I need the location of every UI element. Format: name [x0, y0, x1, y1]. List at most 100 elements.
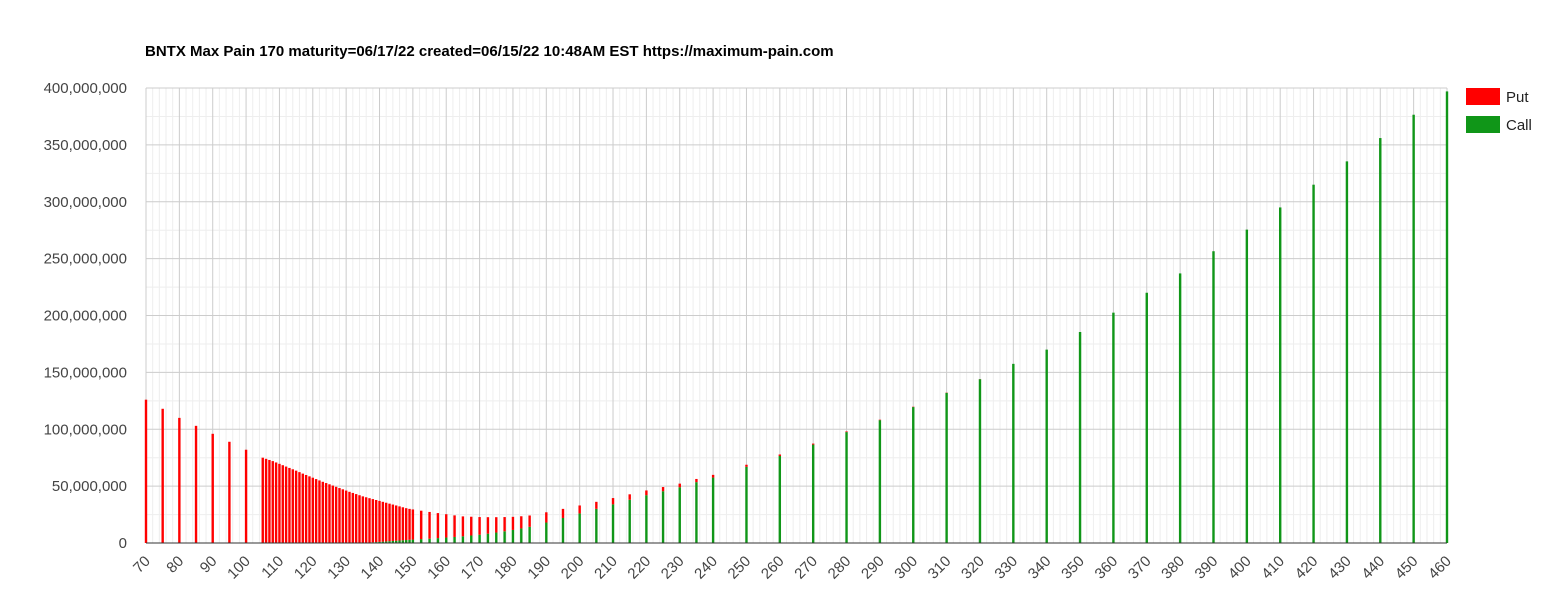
- put-bar: [495, 517, 498, 533]
- put-bar: [244, 449, 248, 543]
- put-bar: [314, 479, 318, 543]
- call-bar: [520, 528, 523, 543]
- x-tick-label: 240: [691, 553, 721, 583]
- put-bar: [284, 466, 288, 543]
- call-bar: [1345, 161, 1349, 543]
- y-tick-label: 0: [119, 535, 127, 552]
- y-tick-label: 400,000,000: [44, 80, 127, 97]
- major-gridlines: [145, 87, 1448, 544]
- put-bar: [341, 489, 345, 543]
- call-bar: [398, 540, 401, 543]
- put-bar: [344, 490, 348, 543]
- call-bar: [645, 495, 648, 543]
- y-tick-label: 350,000,000: [44, 137, 127, 154]
- call-bar: [1212, 251, 1215, 543]
- call-bar: [411, 539, 415, 543]
- call-bar: [978, 379, 982, 543]
- put-bar: [348, 491, 351, 543]
- put-bar: [445, 514, 448, 538]
- call-bar: [1145, 292, 1148, 543]
- put-bar: [405, 508, 408, 541]
- put-bar: [678, 483, 681, 488]
- put-bar: [331, 485, 335, 543]
- put-bar: [428, 511, 431, 539]
- put-bar: [178, 417, 181, 543]
- x-tick-label: 160: [424, 553, 454, 583]
- x-tick-label: 440: [1358, 553, 1388, 583]
- put-bar: [388, 503, 391, 542]
- x-tick-label: 190: [524, 553, 554, 583]
- x-tick-label: 400: [1225, 553, 1255, 583]
- put-bar: [264, 458, 268, 543]
- x-tick-label: 380: [1158, 553, 1188, 583]
- put-bar: [271, 461, 274, 543]
- put-bar: [486, 517, 490, 534]
- x-tick-label: 340: [1025, 553, 1055, 583]
- y-tick-label: 150,000,000: [44, 364, 127, 381]
- put-bar: [278, 463, 281, 543]
- call-bar: [503, 531, 506, 543]
- call-bar: [628, 499, 631, 543]
- put-bar: [294, 470, 298, 543]
- put-bar: [520, 516, 523, 529]
- put-bar: [194, 425, 198, 543]
- call-bar: [912, 407, 915, 543]
- put-bar: [778, 454, 782, 456]
- call-bar: [1112, 312, 1115, 543]
- put-bar: [503, 517, 506, 532]
- x-tick-label: 360: [1092, 553, 1122, 583]
- put-bar: [301, 473, 304, 543]
- call-bar: [811, 444, 815, 543]
- put-bar: [361, 496, 365, 543]
- x-tick-label: 370: [1125, 553, 1155, 583]
- put-bar: [328, 484, 331, 543]
- x-tick-label: 220: [624, 553, 654, 583]
- y-axis-ticks: 0 50,000,000 100,000,000 150,000,000 200,000…: [44, 80, 127, 552]
- put-bar: [394, 505, 398, 541]
- call-bar: [401, 540, 405, 543]
- x-tick-label: 290: [858, 553, 888, 583]
- put-bar: [318, 480, 321, 543]
- put-bar: [436, 513, 440, 539]
- call-bar: [1412, 114, 1415, 543]
- x-tick-label: 330: [991, 553, 1021, 583]
- put-bar: [408, 508, 411, 540]
- put-bar: [595, 501, 598, 509]
- put-bar: [420, 510, 423, 540]
- x-tick-label: 280: [825, 553, 855, 583]
- put-bar: [298, 472, 301, 543]
- call-bar: [611, 504, 615, 543]
- put-bar: [461, 516, 465, 537]
- legend-swatch-call: [1466, 116, 1500, 133]
- call-bar: [695, 482, 698, 543]
- put-bar: [811, 443, 815, 445]
- put-bar: [411, 509, 415, 540]
- put-bar: [478, 517, 481, 535]
- put-bar: [324, 483, 328, 543]
- put-bar: [291, 469, 294, 543]
- x-tick-label: 200: [558, 553, 588, 583]
- chart-title: BNTX Max Pain 170 maturity=06/17/22 crea…: [145, 43, 834, 60]
- put-bar: [308, 476, 311, 543]
- x-tick-label: 430: [1325, 553, 1355, 583]
- bars: [144, 91, 1449, 544]
- put-bar: [378, 500, 381, 542]
- call-bar: [778, 455, 782, 543]
- x-tick-label: 320: [958, 553, 988, 583]
- put-bar: [628, 494, 631, 500]
- call-bar: [378, 541, 381, 543]
- x-tick-label: 120: [291, 553, 321, 583]
- put-bar: [321, 481, 325, 543]
- put-bar: [845, 431, 848, 433]
- x-tick-label: 70: [130, 553, 154, 577]
- call-bar: [595, 508, 598, 543]
- put-bar: [334, 486, 338, 543]
- x-tick-label: 250: [725, 553, 755, 583]
- call-bar: [1245, 229, 1249, 543]
- x-tick-label: 180: [491, 553, 521, 583]
- put-bar: [391, 504, 395, 541]
- x-tick-label: 410: [1258, 553, 1288, 583]
- call-bar: [1045, 349, 1048, 543]
- put-bar: [398, 506, 401, 541]
- call-bar: [470, 535, 473, 543]
